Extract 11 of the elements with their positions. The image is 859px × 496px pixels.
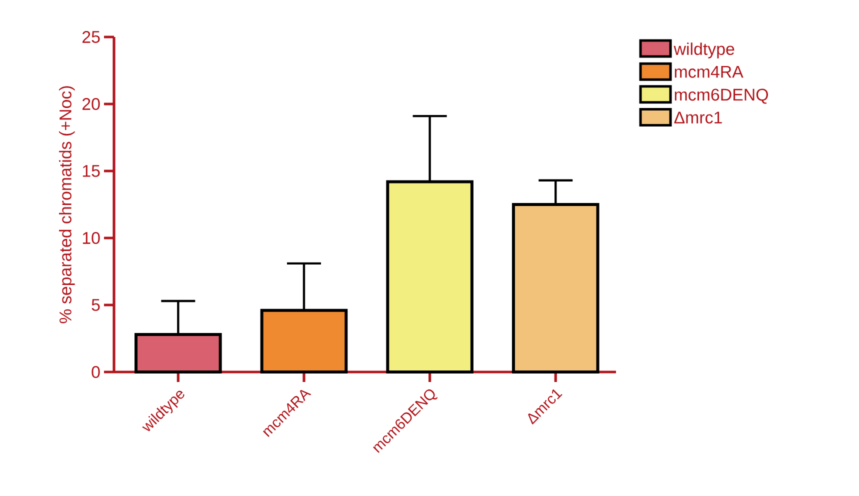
y-tick-label: 20 <box>82 98 100 110</box>
y-tick-label: 25 <box>82 31 100 43</box>
legend-label: Δmrc1 <box>674 112 722 124</box>
y-tick-label: 0 <box>92 366 100 378</box>
legend-label: wildtype <box>674 42 734 58</box>
legend-label: mcm6DENQ <box>674 88 768 104</box>
y-axis-title: % separated chromatids (+Noc) <box>59 86 75 324</box>
y-tick-label: 5 <box>92 299 100 311</box>
y-tick-label: 15 <box>82 165 100 177</box>
legend-label: mcm4RA <box>674 66 744 78</box>
y-tick-label: 10 <box>82 232 100 244</box>
